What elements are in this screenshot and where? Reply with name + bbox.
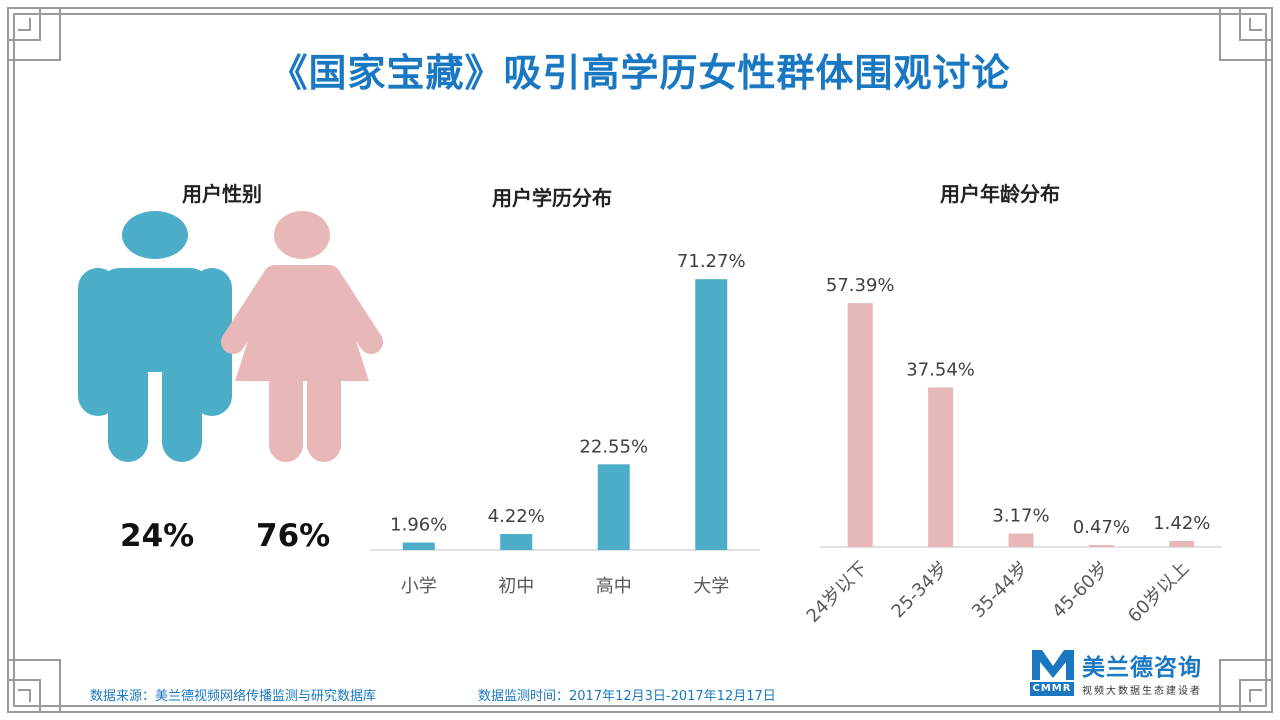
category-label-5: 60岁以上 <box>1124 558 1193 627</box>
category-label-3: 35-44岁 <box>968 558 1033 623</box>
data-label-3: 3.17% <box>992 506 1049 527</box>
category-label-1: 24岁以下 <box>803 558 872 627</box>
bar-1 <box>402 542 435 550</box>
data-label-4: 71.27% <box>677 251 746 272</box>
data-label-1: 1.96% <box>390 515 447 536</box>
age-bar-chart: 57.39% 24岁以下 37.54% 25-34岁 3.17% 35-44岁 0.47% 4… <box>803 275 1222 627</box>
gender-figures <box>78 211 383 462</box>
category-label-2: 25-34岁 <box>888 558 953 623</box>
female-percentage: 76% <box>256 518 331 554</box>
education-chart-title: 用户学历分布 <box>492 186 612 210</box>
logo-slogan: 视频大数据生态建设者 <box>1082 686 1202 697</box>
bar-3 <box>1008 533 1034 547</box>
data-label-4: 0.47% <box>1073 517 1130 538</box>
category-label-1: 小学 <box>401 576 437 597</box>
page-title: 《国家宝藏》吸引高学历女性群体围观讨论 <box>269 51 1011 95</box>
logo-abbr: CMMR <box>1030 682 1074 696</box>
company-logo: 美兰德咨询 CMMR 视频大数据生态建设者 <box>1030 648 1240 698</box>
logo-m-icon <box>1032 650 1074 680</box>
category-label-2: 初中 <box>498 576 534 597</box>
bar-3 <box>597 464 630 550</box>
category-label-4: 大学 <box>693 576 729 597</box>
category-label-3: 高中 <box>596 576 632 597</box>
bar-4 <box>1088 545 1114 547</box>
bar-4 <box>695 279 728 550</box>
bar-1 <box>847 303 873 547</box>
data-source: 数据来源：美兰德视频网络传播监测与研究数据库 <box>90 689 377 704</box>
education-bar-chart: 1.96% 小学 4.22% 初中 22.55% 高中 71.27% 大学 <box>370 251 760 597</box>
data-label-5: 1.42% <box>1153 513 1210 534</box>
bar-2 <box>500 533 533 550</box>
bar-2 <box>928 387 954 547</box>
data-label-3: 22.55% <box>579 436 648 457</box>
data-label-2: 4.22% <box>488 506 545 527</box>
gender-panel-title: 用户性别 <box>182 182 262 206</box>
female-figure-icon <box>221 211 383 462</box>
male-figure-icon <box>78 211 232 462</box>
category-label-4: 45-60岁 <box>1048 558 1113 623</box>
data-label-1: 57.39% <box>826 275 895 296</box>
male-percentage: 24% <box>120 518 195 554</box>
data-label-2: 37.54% <box>906 359 975 380</box>
bar-5 <box>1169 540 1195 547</box>
data-period: 数据监测时间：2017年12月3日-2017年12月17日 <box>478 689 776 704</box>
logo-name: 美兰德咨询 <box>1082 655 1202 681</box>
age-chart-title: 用户年龄分布 <box>940 182 1060 206</box>
